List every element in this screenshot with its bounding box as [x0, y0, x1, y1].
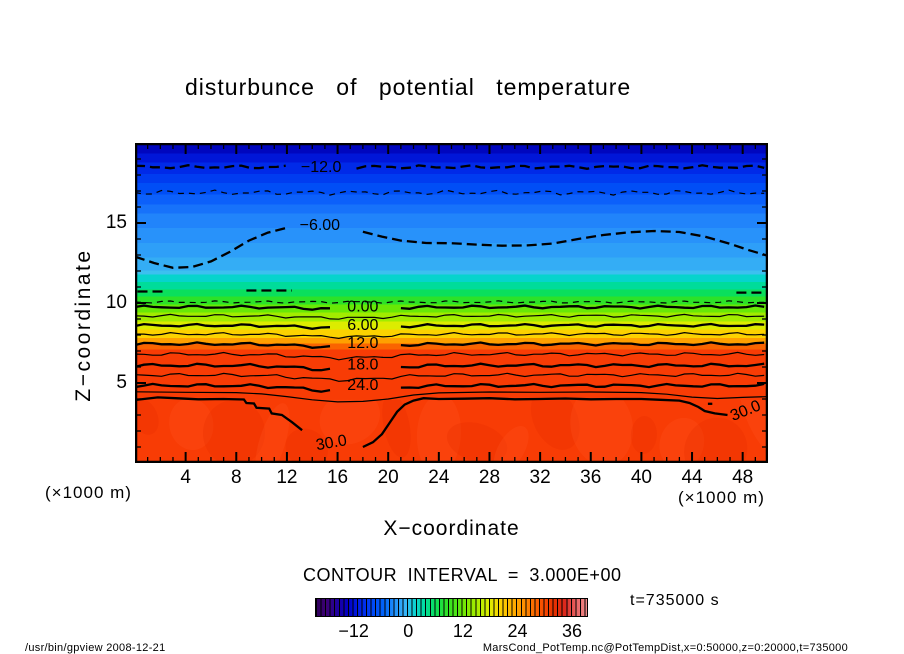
x-axis-unit-left: (×1000 m) [45, 483, 132, 502]
plot-frame [135, 143, 768, 463]
x-axis-tick-label: 20 [377, 467, 399, 488]
contour-line-0 [135, 304, 765, 311]
surface-texture [135, 143, 768, 463]
contour-line--12 [135, 164, 765, 170]
page-title: disturbunce of potential temperature [185, 74, 632, 100]
x-axis-tick-label: 36 [580, 467, 602, 488]
contour-line-18 [135, 362, 765, 372]
footer-datasource-text: MarsCond_PotTemp.nc@PotTempDist,x=0:5000… [482, 642, 848, 654]
colorbar-tick-label: 0 [403, 621, 414, 641]
contour-label: 24.0 [347, 377, 378, 394]
x-axis-tick-label: 16 [326, 467, 349, 488]
x-axis-tick-label: 8 [230, 467, 242, 488]
time-label: t=735000 s [630, 592, 720, 609]
contour-line-24 [135, 382, 765, 393]
x-axis-tick-label: 40 [630, 467, 652, 488]
z-axis-label: Z−coordinate [72, 248, 95, 402]
x-axis-tick-label: 28 [478, 467, 501, 488]
colorbar [315, 598, 588, 617]
z-axis-tick-label: 15 [105, 212, 127, 233]
x-axis-tick-label: 44 [681, 467, 703, 488]
contour-line-9 [135, 331, 765, 340]
x-axis-label: X−coordinate [383, 517, 520, 540]
contour-label: 6.00 [347, 317, 378, 334]
colorbar-tick-label: 36 [562, 621, 583, 641]
x-axis-tick-label: 12 [276, 467, 298, 488]
x-axis-tick-label: 24 [428, 467, 450, 488]
contour-label: 12.0 [347, 335, 378, 352]
x-axis-tick-label: 48 [732, 467, 754, 488]
contour-lines [135, 164, 768, 447]
z-axis-tick-label: 5 [116, 372, 127, 393]
contour-line--9 [135, 189, 765, 196]
contour-line-15 [135, 351, 765, 361]
footer-command-text: /usr/bin/gpview 2008-12-21 [25, 642, 166, 654]
z-axis-tick-label: 10 [105, 292, 127, 313]
colorbar-tick-label: −12 [338, 621, 369, 641]
colorbar-tick-label: 12 [452, 621, 473, 641]
contour-label: 30.0 [315, 432, 349, 454]
contour-label: −6.00 [300, 217, 341, 234]
x-axis-tick-label: 4 [180, 467, 191, 488]
contour-line-6 [135, 322, 765, 330]
contour-line-3 [135, 313, 765, 320]
contour-interval-label: CONTOUR INTERVAL = 3.000E+00 [303, 565, 622, 585]
x-axis-unit-right: (×1000 m) [678, 488, 765, 507]
contour-line-12 [135, 341, 765, 349]
contour-line-21 [135, 372, 765, 382]
colorbar-tick-label: 24 [507, 621, 528, 641]
contour-label: 0.00 [347, 298, 378, 315]
contour-label: 18.0 [347, 357, 378, 374]
contour-line--6 [135, 226, 768, 269]
colorbar-cell-separators [316, 599, 587, 616]
contour-line-27 [135, 391, 768, 403]
x-axis-tick-label: 32 [529, 467, 551, 488]
contour-label: −12.0 [301, 159, 342, 176]
